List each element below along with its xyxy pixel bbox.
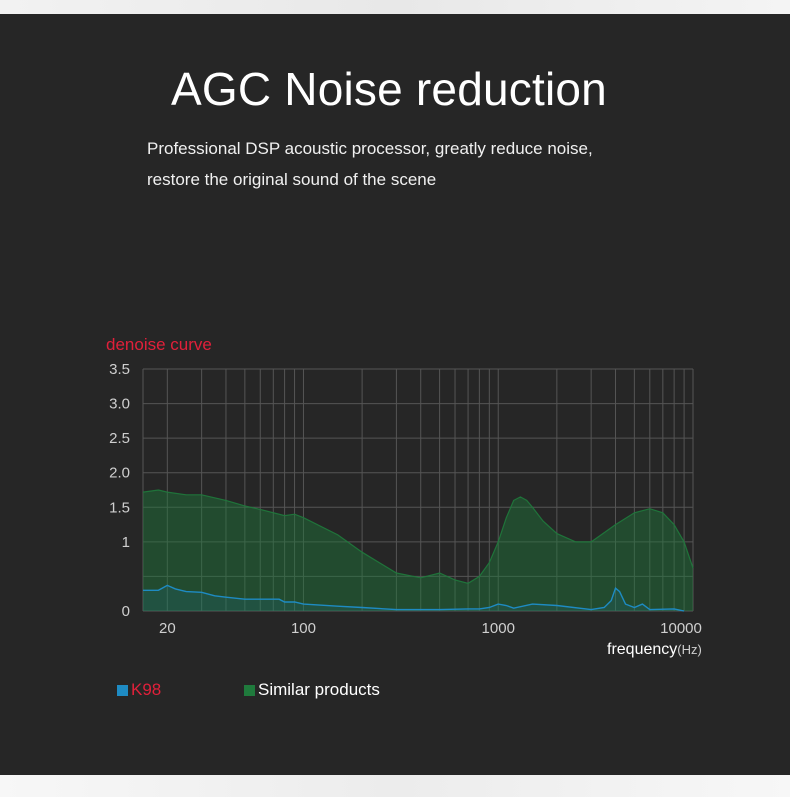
- page-title: AGC Noise reduction: [171, 63, 607, 115]
- k98-area: [143, 585, 685, 611]
- y-tick-label: 3.5: [109, 361, 130, 378]
- legend-label-k98: K98: [131, 680, 162, 699]
- legend-item-similar: Similar products: [244, 680, 380, 700]
- bottom-edge-strip: [0, 775, 790, 797]
- legend-item-k98: K98: [117, 680, 161, 700]
- y-tick-label: 2.0: [109, 465, 130, 482]
- x-tick-label: 20: [159, 620, 176, 637]
- legend-swatch-k98: [117, 684, 128, 696]
- label-layer: 0 1 1.5 2.0 2.5 3.0 3.5 20 100 1000 10000: [109, 361, 702, 637]
- similar-products-area: [143, 490, 693, 611]
- chart-title: denoise curve: [106, 335, 212, 354]
- subtitle-line-2: restore the original sound of the scene: [147, 170, 437, 189]
- x-axis-title: frequency(Hz): [607, 641, 702, 659]
- top-edge-strip: [0, 0, 790, 14]
- x-tick-label: 10000: [660, 620, 702, 637]
- area-layer: [143, 490, 693, 611]
- grid-layer: [142, 368, 694, 612]
- x-tick-label: 1000: [482, 620, 515, 637]
- y-tick-label: 2.5: [109, 430, 130, 447]
- legend-swatch-similar: [244, 684, 255, 696]
- y-tick-label: 0: [122, 603, 130, 620]
- x-tick-label: 100: [291, 620, 316, 637]
- x-axis-unit: (Hz): [677, 642, 702, 657]
- y-tick-label: 1: [122, 534, 130, 551]
- y-tick-label: 3.0: [109, 396, 130, 413]
- subtitle-line-1: Professional DSP acoustic processor, gre…: [147, 139, 593, 158]
- line-layer: [142, 489, 694, 612]
- legend-label-similar: Similar products: [258, 680, 380, 699]
- dark-panel: [0, 14, 790, 775]
- y-tick-label: 1.5: [109, 499, 130, 516]
- k98-line: [143, 584, 685, 612]
- similar-products-line: [142, 489, 694, 584]
- x-axis-label: frequency: [607, 641, 678, 658]
